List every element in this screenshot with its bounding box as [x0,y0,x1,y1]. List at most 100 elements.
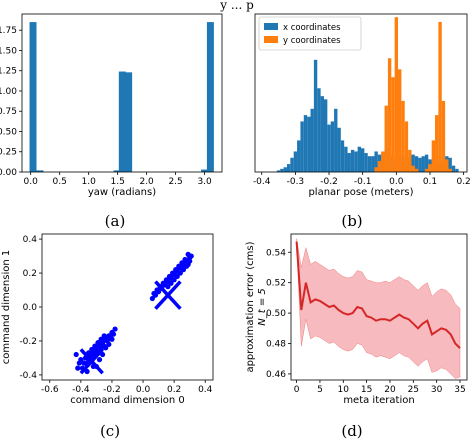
chart-a: 0.0 0.5 1.0 1.5 2.0 2.5 3.0 0.00 0.25 0.50 0.75 1.0… [0,13,223,198]
x-tick-label: 0.2 [167,385,181,395]
histogram-bar [404,121,409,172]
scatter-point [151,290,157,297]
caption-d: (d) [341,422,362,440]
histogram-bar [441,100,446,172]
confidence-band [296,238,461,379]
histogram-bar [408,149,412,172]
histogram-bar [330,121,335,172]
x-tick-label: 30 [431,385,443,395]
histogram-bar [283,167,287,172]
mean-line [295,241,461,349]
histogram-bar [374,167,378,172]
histogram-bar [401,100,405,172]
x-tick-label: 0 [294,385,300,395]
scatter-point [78,357,84,363]
x-axis-label: meta iteration [343,395,414,406]
scatter-point [165,284,171,290]
y-tick-label: 0.54 [266,248,286,258]
scatter-point [169,270,176,276]
histogram-bar [394,17,399,172]
histogram-bar [118,71,126,172]
histogram-bar [357,146,361,172]
histogram-bar [367,156,372,172]
scatter-point [112,326,118,332]
x-axis-label: planar pose (meters) [308,187,413,198]
histogram-bar [300,121,304,172]
histogram-bar [290,157,294,172]
scatter-point [182,256,188,263]
histogram-bar [354,151,358,172]
y-tick-label: 0.25 [0,148,17,158]
y-tick-label: 0.46 [266,370,286,380]
x-tick-label: 0.0 [136,385,151,395]
histogram-bar [280,168,284,172]
histogram-bar [276,170,281,172]
scatter-point [92,343,98,349]
histogram-bar [303,115,308,172]
histogram-bar [424,154,429,172]
x-tick-label: -0.2 [320,177,338,187]
histogram-bar [310,108,314,172]
page-title: y ... p [219,0,254,12]
scatter-point [96,357,103,363]
x-tick-label: -0.4 [72,385,90,395]
histogram-bar [307,116,311,172]
histogram-bar [387,58,392,172]
scatter-point [179,260,185,266]
legend-box [258,16,362,51]
y-tick-label: 0.50 [0,127,17,137]
x-tick-label: 0.1 [423,177,437,187]
histogram-bar [418,157,422,172]
histogram-bar [340,140,345,172]
legend-label: y coordinates [283,36,341,46]
y-tick-label: 0.48 [266,340,286,350]
scatter-point [154,287,160,293]
scatter-point [149,295,155,302]
x-tick-label: -0.6 [41,385,59,395]
legend-label: x coordinates [283,23,341,33]
scatter-point [171,277,177,283]
x-tick-label: 0.2 [456,177,470,187]
x-tick-label: -0.3 [287,177,305,187]
scatter-point [174,273,180,280]
histogram-bar [320,96,324,172]
y-axis-sublabel: N_t = 5 [257,288,268,326]
x-tick-label: 35 [454,385,465,395]
scatter-point [101,333,107,339]
caption-b: (b) [341,212,362,230]
chart-d: 0 5 10 15 20 25 30 35 0.46 0.48 0.50 0.52 0.54 meta i… [245,233,468,406]
histogram-bar [347,153,351,172]
histogram-bar [424,168,429,172]
histogram-bar [286,164,291,172]
scatter-point [168,280,174,286]
histogram-bar [384,105,388,172]
x-tick-label: -0.1 [354,177,372,187]
histogram-bar [391,77,395,172]
caption-c: (c) [100,422,120,440]
histogram-bar [448,168,452,172]
histogram-bar [411,154,415,172]
histogram-bar [451,165,456,172]
y-tick-label: 0.0 [23,303,38,313]
legend-swatch [264,36,278,43]
scatter-point [95,340,101,346]
cross-marker [154,280,182,310]
y-tick-label: 1.50 [0,46,17,56]
histogram-bar [414,156,419,172]
y-tick-label: 0.00 [0,168,17,178]
histogram-bar [317,88,321,172]
scatter-point [89,346,95,353]
scatter-point [173,267,179,273]
cross-marker [79,348,104,375]
y-tick-label: -0.2 [19,337,37,347]
scatter-point [73,351,79,358]
histogram-bar [201,169,209,172]
x-tick-label: 15 [361,385,372,395]
y-axis-label: command dimension 1 [1,250,12,364]
y-tick-label: 0.52 [266,279,286,289]
histogram-bar [377,160,382,172]
histogram-bar [327,124,331,172]
scatter-point [110,331,117,337]
x-tick-label: 3.0 [197,177,212,187]
scatter-point [163,277,169,283]
